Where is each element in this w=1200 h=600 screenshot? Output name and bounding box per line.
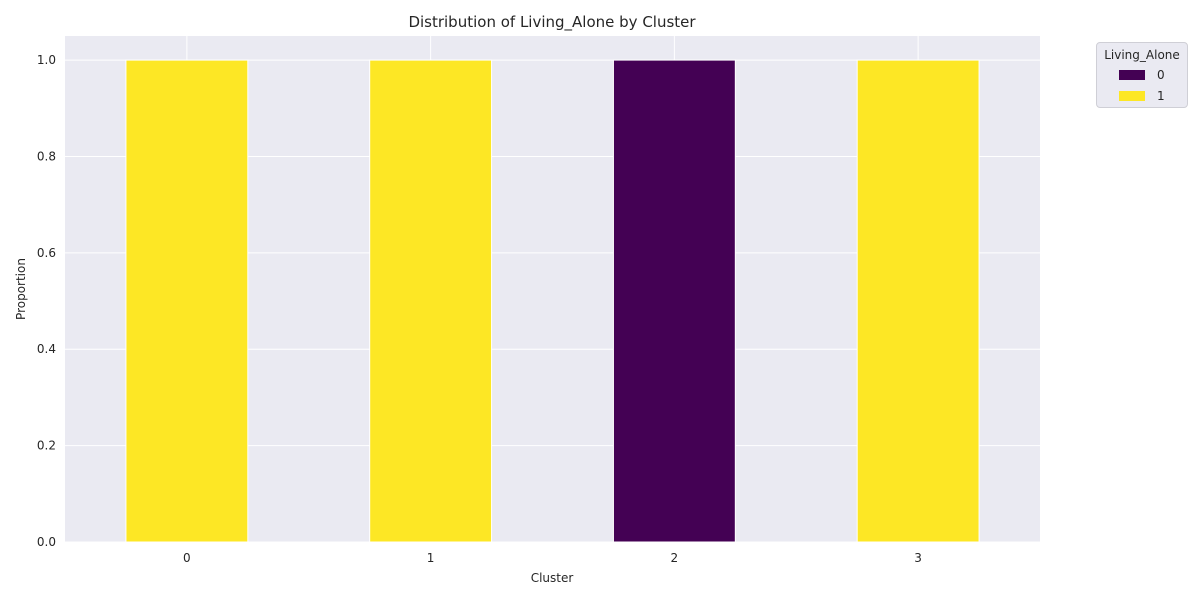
y-tick-label: 0.6 <box>37 246 56 260</box>
bar-cluster-3-series-1 <box>856 59 980 543</box>
bar-cluster-0-series-1 <box>125 59 249 543</box>
x-tick-label: 3 <box>914 551 922 565</box>
y-tick-label: 0.8 <box>37 149 56 163</box>
bar-cluster-2-series-0 <box>612 59 736 543</box>
legend-item-1: 1 <box>1119 89 1165 103</box>
x-tick-label: 0 <box>183 551 191 565</box>
legend-label-1: 1 <box>1157 89 1165 103</box>
bars <box>125 59 980 543</box>
legend: Living_Alone 0 1 <box>1096 42 1188 108</box>
legend-title: Living_Alone <box>1104 48 1180 62</box>
legend-label-0: 0 <box>1157 68 1165 82</box>
legend-item-0: 0 <box>1119 68 1165 82</box>
y-tick-label: 1.0 <box>37 53 56 67</box>
chart-title: Distribution of Living_Alone by Cluster <box>408 13 696 32</box>
x-tick-label: 2 <box>671 551 679 565</box>
y-tick-label: 0.4 <box>37 342 56 356</box>
bar-cluster-1-series-1 <box>369 59 493 543</box>
legend-swatch-1 <box>1119 91 1145 101</box>
x-tick-labels: 0 1 2 3 <box>183 551 922 565</box>
x-tick-label: 1 <box>427 551 435 565</box>
y-tick-labels: 0.0 0.2 0.4 0.6 0.8 1.0 <box>37 53 56 549</box>
legend-swatch-0 <box>1119 70 1145 80</box>
y-tick-label: 0.0 <box>37 535 56 549</box>
y-tick-label: 0.2 <box>37 439 56 453</box>
y-axis-label: Proportion <box>14 258 28 320</box>
x-axis-label: Cluster <box>531 571 574 585</box>
